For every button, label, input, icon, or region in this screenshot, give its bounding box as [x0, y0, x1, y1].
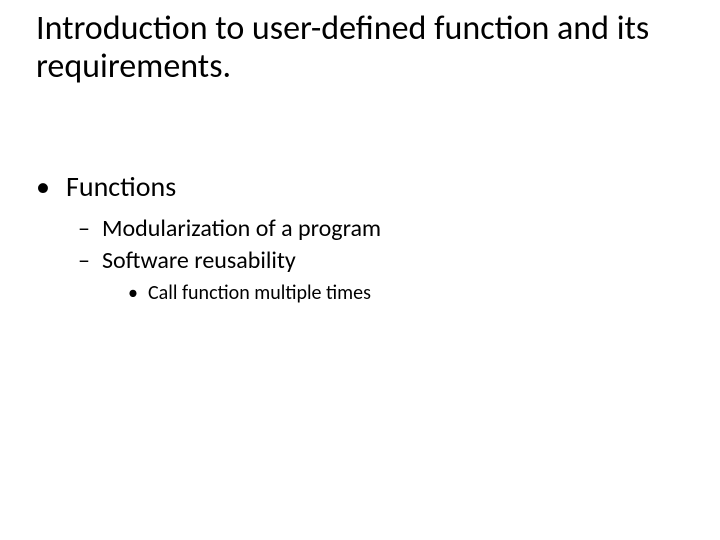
bullet-icon: • — [36, 170, 66, 204]
list-item: – Modularization of a program — [78, 214, 684, 244]
slide: Introduction to user-defined function an… — [0, 0, 720, 540]
title-block: Introduction to user-defined function an… — [36, 10, 684, 86]
slide-title: Introduction to user-defined function an… — [36, 10, 684, 86]
list-item: • Functions — [36, 170, 684, 204]
bullet-icon: • — [128, 280, 148, 306]
list-item: • Call function multiple times — [128, 280, 684, 306]
dash-icon: – — [78, 246, 102, 276]
list-item-label: Software reusability — [102, 246, 296, 276]
body-block: • Functions – Modularization of a progra… — [36, 170, 684, 306]
list-item-label: Call function multiple times — [148, 280, 371, 306]
dash-icon: – — [78, 214, 102, 244]
list-item-label: Modularization of a program — [102, 214, 381, 244]
list-item-label: Functions — [66, 170, 176, 204]
list-item: – Software reusability — [78, 246, 684, 276]
